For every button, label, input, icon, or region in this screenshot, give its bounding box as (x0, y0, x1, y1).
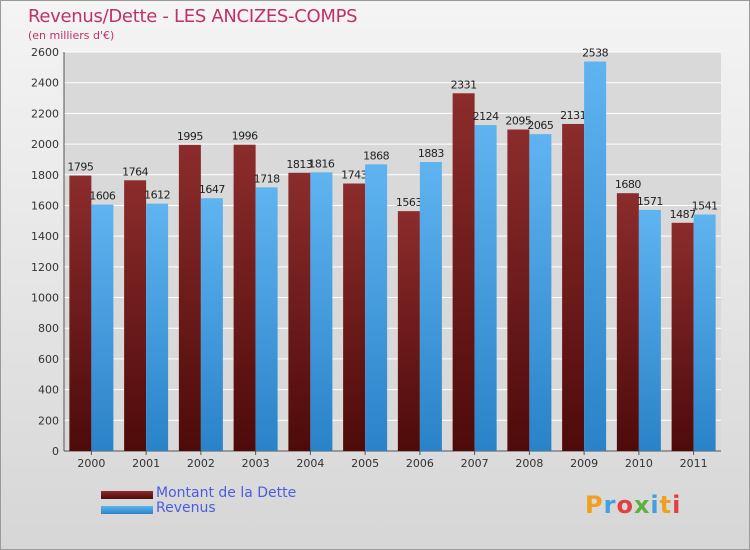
data-label-revenue: 1883 (418, 147, 444, 160)
chart-title: Revenus/Dette - LES ANCIZES-COMPS (28, 6, 358, 27)
data-label-debt: 1563 (396, 196, 422, 209)
x-tick-label: 2010 (625, 457, 653, 470)
bar-revenue (584, 61, 607, 451)
bar-debt (343, 183, 366, 451)
data-label-debt: 1680 (615, 178, 641, 191)
brand-logo: Proxiti (585, 491, 681, 519)
bar-revenue (310, 172, 333, 451)
x-tick-label: 2007 (461, 457, 489, 470)
plot-background (64, 52, 721, 451)
data-label-debt: 1795 (67, 161, 93, 174)
bar-revenue (638, 209, 661, 451)
data-label-revenue: 1816 (308, 157, 334, 170)
y-tick-label: 2600 (31, 46, 59, 59)
data-label-debt: 1813 (286, 158, 312, 171)
y-tick-label: 1800 (31, 169, 59, 182)
bar-debt (507, 129, 530, 451)
x-tick-label: 2008 (515, 457, 543, 470)
legend-swatch-revenue (101, 506, 153, 514)
data-label-revenue: 1647 (199, 183, 225, 196)
data-label-revenue: 1718 (254, 172, 280, 185)
data-label-debt: 1487 (670, 208, 696, 221)
x-tick-label: 2006 (406, 457, 434, 470)
data-label-debt: 1996 (232, 130, 258, 143)
data-label-revenue: 2065 (527, 119, 553, 132)
x-tick-label: 2004 (296, 457, 324, 470)
x-tick-label: 2001 (132, 457, 160, 470)
bar-revenue (474, 125, 497, 451)
bar-debt (178, 144, 201, 451)
chart-subtitle: (en milliers d'€) (28, 29, 115, 42)
legend-label-debt: Montant de la Dette (156, 485, 297, 501)
y-tick-label: 800 (38, 322, 59, 335)
brand-logo-letter: r (603, 491, 617, 519)
data-label-revenue: 1868 (363, 149, 389, 162)
bar-revenue (255, 187, 278, 451)
y-tick-label: 2000 (31, 138, 59, 151)
brand-logo-letter: i (672, 491, 682, 519)
bar-revenue (146, 203, 169, 451)
bar-revenue (200, 198, 223, 451)
x-tick-label: 2011 (680, 457, 708, 470)
data-label-debt: 1995 (177, 130, 203, 143)
y-tick-label: 0 (52, 445, 59, 458)
x-tick-label: 2003 (242, 457, 270, 470)
y-tick-label: 2200 (31, 107, 59, 120)
x-tick-label: 2002 (187, 457, 215, 470)
bar-debt (671, 222, 694, 451)
data-label-revenue: 1571 (637, 195, 663, 208)
bar-debt (233, 144, 256, 451)
brand-logo-letter: o (616, 491, 634, 519)
data-label-revenue: 1541 (692, 200, 718, 213)
x-tick-label: 2000 (77, 457, 105, 470)
bar-debt (288, 172, 311, 451)
legend-label-revenue: Revenus (156, 500, 216, 516)
x-tick-label: 2005 (351, 457, 379, 470)
bar-revenue (365, 164, 388, 451)
brand-logo-letter: t (659, 491, 673, 519)
data-label-revenue: 2538 (582, 47, 608, 60)
bar-debt (69, 175, 92, 451)
brand-logo-letter: P (585, 491, 604, 519)
y-tick-label: 1600 (31, 199, 59, 212)
y-tick-label: 1200 (31, 261, 59, 274)
legend-swatch-debt (101, 491, 153, 499)
bar-revenue (91, 204, 114, 451)
data-label-debt: 2131 (560, 109, 586, 122)
data-label-revenue: 1612 (144, 189, 170, 202)
bar-debt (124, 180, 147, 452)
data-label-debt: 1764 (122, 165, 148, 178)
data-label-revenue: 2124 (473, 110, 499, 123)
y-tick-label: 600 (38, 353, 59, 366)
data-label-debt: 1743 (341, 169, 367, 182)
y-tick-label: 1400 (31, 230, 59, 243)
y-tick-label: 1000 (31, 292, 59, 305)
data-label-debt: 2331 (451, 78, 477, 91)
bar-debt (452, 93, 475, 451)
bar-revenue (419, 162, 442, 451)
y-tick-label: 400 (38, 384, 59, 397)
brand-logo-letter: i (650, 491, 660, 519)
x-tick-label: 2009 (570, 457, 598, 470)
y-tick-label: 2400 (31, 77, 59, 90)
data-label-revenue: 1606 (89, 190, 115, 203)
brand-logo-letter: x (633, 491, 651, 519)
bar-debt (562, 123, 585, 452)
bar-debt (397, 211, 420, 451)
data-label-debt: 2095 (505, 114, 531, 127)
y-tick-label: 200 (38, 414, 59, 427)
bar-revenue (529, 134, 552, 451)
bar-revenue (693, 214, 716, 451)
bar-debt (616, 193, 639, 451)
